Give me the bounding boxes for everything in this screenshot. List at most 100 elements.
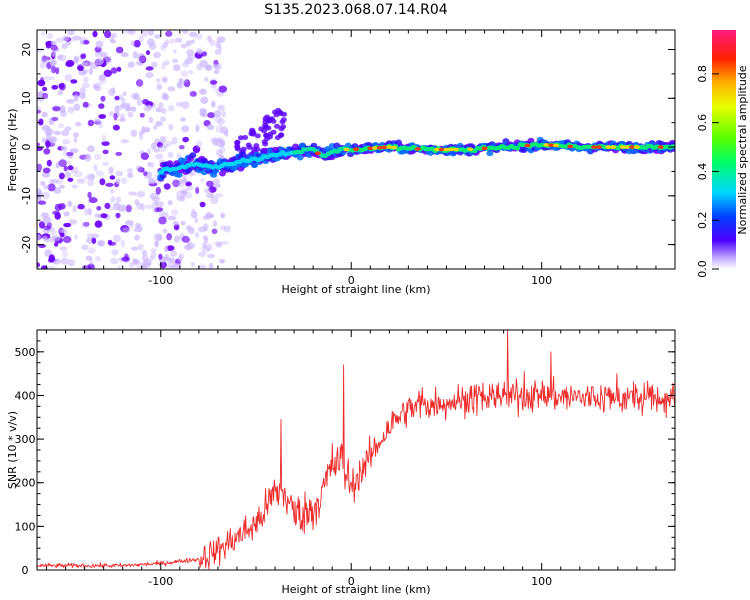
noise-point — [81, 244, 89, 251]
ridge-peak-point — [353, 147, 359, 151]
noise-point — [51, 235, 61, 242]
noise-point — [120, 239, 126, 248]
noise-point — [38, 118, 44, 126]
noise-point — [162, 228, 168, 234]
colorbar-tick-label: 0.0 — [696, 260, 709, 278]
noise-point — [62, 35, 70, 42]
noise-point — [81, 61, 88, 67]
noise-point — [199, 59, 208, 68]
noise-point — [160, 116, 167, 122]
noise-point — [83, 207, 88, 216]
noise-point — [188, 31, 197, 37]
noise-point — [104, 202, 111, 209]
ridge-scatter-point — [270, 118, 277, 124]
x-tick-label: 100 — [531, 575, 552, 588]
noise-point — [212, 178, 221, 184]
noise-point — [55, 67, 60, 75]
ridge-peak-point — [433, 147, 440, 152]
noise-point — [201, 51, 208, 57]
noise-point — [42, 86, 48, 92]
noise-point — [123, 30, 133, 34]
noise-point — [197, 264, 207, 269]
noise-point — [153, 124, 158, 130]
noise-point — [211, 228, 218, 235]
noise-point — [57, 90, 64, 96]
noise-point — [148, 161, 155, 168]
ridge-scatter-point — [262, 141, 269, 147]
noise-point — [43, 75, 51, 81]
noise-point — [53, 187, 62, 194]
noise-point — [212, 220, 218, 227]
noise-point — [76, 178, 86, 184]
snr-plot-area — [37, 330, 675, 570]
noise-point — [184, 244, 192, 251]
noise-point — [180, 79, 188, 84]
ridge-peak-point — [438, 147, 445, 152]
noise-point — [212, 63, 220, 69]
noise-point — [153, 34, 162, 39]
noise-point — [67, 259, 75, 267]
spectrogram-frame — [36, 29, 676, 270]
ridge-scatter-point — [237, 135, 244, 141]
noise-point — [167, 86, 176, 92]
noise-point — [127, 62, 134, 69]
noise-point — [215, 40, 221, 49]
ridge-peak-point — [467, 147, 474, 151]
noise-point — [59, 184, 65, 189]
noise-point — [128, 30, 136, 35]
noise-point — [208, 262, 214, 269]
noise-point — [181, 30, 189, 34]
noise-point — [37, 163, 43, 172]
noise-point — [87, 145, 95, 153]
noise-point — [89, 62, 99, 69]
ridge-peak-point — [619, 145, 626, 149]
colorbar: 0.0 0.2 0.4 0.6 0.8 Normalized spectral ampl… — [696, 30, 749, 278]
noise-point — [161, 76, 168, 83]
noise-point — [115, 170, 124, 177]
noise-point — [142, 258, 152, 266]
noise-point — [153, 51, 161, 59]
noise-point — [176, 101, 183, 107]
noise-point — [115, 46, 124, 54]
noise-point — [195, 124, 200, 133]
snr-panel: -100 0 100 0 100 200 300 400 500 Height of strai… — [6, 329, 676, 596]
noise-point — [183, 79, 191, 88]
noise-point — [47, 183, 56, 192]
noise-point — [53, 130, 62, 136]
ridge-scatter-point — [272, 109, 278, 115]
noise-point — [74, 234, 78, 240]
noise-point — [182, 61, 190, 68]
noise-point — [137, 243, 144, 251]
noise-point — [155, 153, 164, 160]
noise-point — [37, 142, 41, 147]
noise-point — [112, 234, 122, 243]
ridge-scatter-point — [245, 142, 252, 148]
noise-point — [60, 258, 69, 265]
colorbar-tick-label: 0.4 — [696, 163, 709, 181]
noise-point — [176, 190, 185, 198]
noise-point — [182, 190, 187, 197]
noise-point — [191, 208, 197, 214]
noise-point — [153, 148, 160, 153]
noise-point — [61, 129, 70, 137]
noise-point — [130, 106, 137, 112]
noise-point — [155, 121, 163, 127]
noise-point — [177, 81, 183, 89]
y-tick-label: 200 — [15, 477, 36, 490]
noise-point — [65, 160, 72, 165]
noise-point — [140, 30, 149, 37]
noise-point — [138, 132, 144, 141]
noise-point — [143, 171, 148, 177]
noise-point — [45, 40, 54, 47]
noise-point — [141, 265, 147, 269]
ridge-core-point — [669, 144, 675, 149]
noise-point — [203, 223, 209, 232]
noise-point — [189, 91, 197, 97]
noise-point — [217, 104, 225, 111]
ridge-peak-point — [567, 144, 574, 149]
ridge-scatter-point — [274, 123, 280, 129]
noise-point — [125, 220, 134, 226]
noise-point — [146, 104, 152, 110]
noise-point — [188, 70, 194, 75]
noise-point — [87, 191, 92, 199]
